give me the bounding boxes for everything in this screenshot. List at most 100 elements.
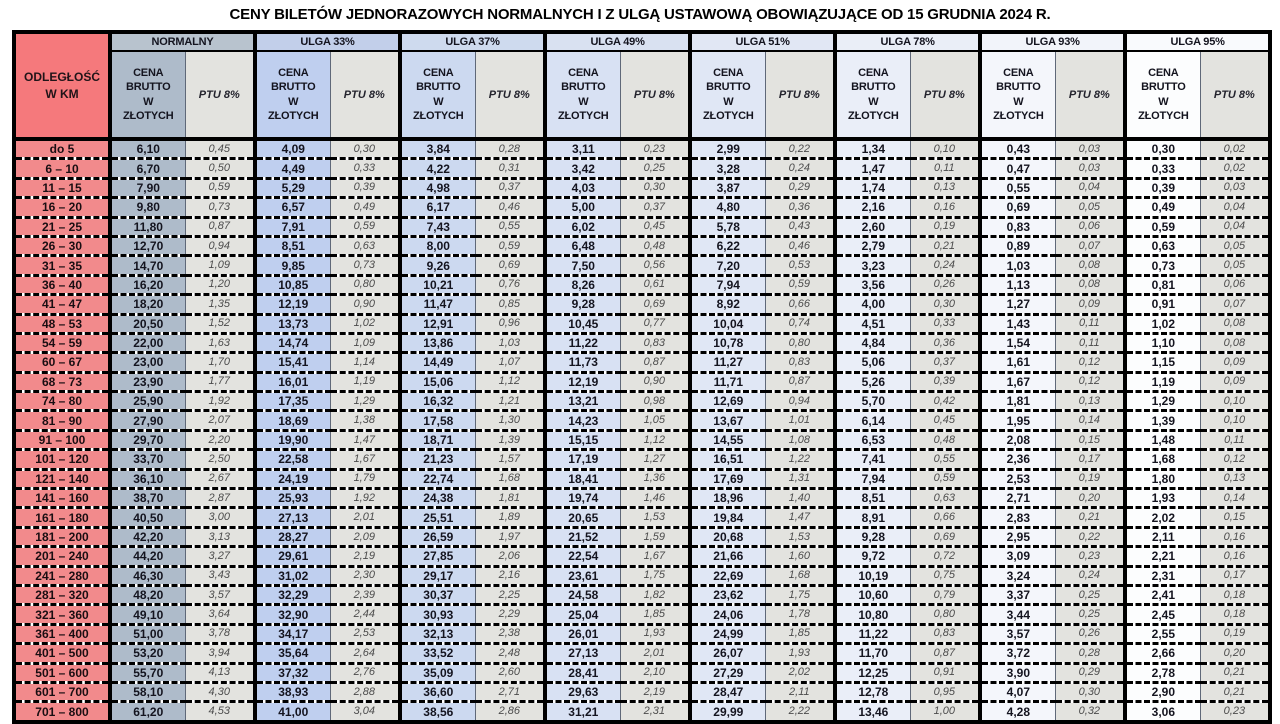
ptu-cell: 2,02 xyxy=(764,661,836,683)
ptu-cell: 1,46 xyxy=(619,487,691,508)
table-row: 60 – 67 23,00 1,70 15,41 1,14 14,49 1,07 11,73 0… xyxy=(14,351,1271,373)
ptu-cell: 2,39 xyxy=(329,583,401,605)
price-cell: 2,79 xyxy=(833,234,911,256)
table-row: 31 – 35 14,70 1,09 9,85 0,73 9,26 0,69 7,50 0,56… xyxy=(14,254,1271,276)
price-cell: 13,67 xyxy=(688,409,766,431)
price-cell: 3,44 xyxy=(978,603,1056,625)
ptu-cell: 0,50 xyxy=(184,157,256,179)
price-cell: 26,59 xyxy=(398,525,476,547)
ptu-cell: 1,79 xyxy=(329,467,401,489)
price-cell: 7,50 xyxy=(543,254,621,276)
price-cell: 4,09 xyxy=(253,139,331,159)
price-cell: 53,20 xyxy=(108,642,185,664)
ticket-price-table: ODLEGŁOŚĆ W KM NORMALNY ULGA 33% ULGA 37% UL… xyxy=(12,30,1273,724)
price-cell: 5,06 xyxy=(833,351,911,373)
ptu-cell: 0,18 xyxy=(1199,603,1271,625)
price-cell: 0,30 xyxy=(1123,139,1201,159)
price-cell: 55,70 xyxy=(108,661,185,683)
price-cell: 8,51 xyxy=(253,234,331,256)
table-row: 601 – 700 58,10 4,30 38,93 2,88 36,60 2,71 29,6… xyxy=(14,680,1271,702)
price-cell: 1,03 xyxy=(978,254,1056,276)
price-cell: 17,19 xyxy=(543,448,621,470)
price-cell: 10,19 xyxy=(833,564,911,586)
ptu-cell: 0,66 xyxy=(764,293,836,315)
ptu-cell: 0,10 xyxy=(1199,390,1271,411)
price-cell: 35,64 xyxy=(253,642,331,664)
ptu-cell: 1,08 xyxy=(764,428,836,450)
ptu-cell: 0,21 xyxy=(1199,661,1271,683)
ptu-cell: 2,86 xyxy=(474,700,546,722)
table-row: 181 – 200 42,20 3,13 28,27 2,09 26,59 1,97 21,5… xyxy=(14,525,1271,547)
ptu-cell: 0,83 xyxy=(764,351,836,373)
price-cell: 4,49 xyxy=(253,157,331,179)
price-cell: 12,70 xyxy=(108,234,185,256)
ptu-cell: 0,46 xyxy=(764,234,836,256)
price-cell: 18,69 xyxy=(253,409,331,431)
distance-cell: 21 – 25 xyxy=(14,215,110,237)
ptu-cell: 0,87 xyxy=(764,370,836,392)
price-cell: 7,43 xyxy=(398,215,476,237)
price-cell: 11,80 xyxy=(108,215,185,237)
ptu-cell: 0,25 xyxy=(619,157,691,179)
price-cell: 28,41 xyxy=(543,661,621,683)
ptu-cell: 3,04 xyxy=(329,700,401,722)
price-cell: 32,29 xyxy=(253,583,331,605)
price-cell: 36,10 xyxy=(108,467,185,489)
price-cell: 3,09 xyxy=(978,545,1056,567)
ptu-cell: 1,12 xyxy=(619,428,691,450)
table-row: 68 – 73 23,90 1,77 16,01 1,19 15,06 1,12 12,19 0… xyxy=(14,370,1271,392)
ptu-cell: 2,67 xyxy=(184,467,256,489)
ptu-cell: 1,35 xyxy=(184,293,256,315)
table-row: 281 – 320 48,20 3,57 32,29 2,39 30,37 2,25 24,5… xyxy=(14,583,1271,605)
price-cell: 17,35 xyxy=(253,390,331,411)
price-cell: 31,21 xyxy=(543,700,621,722)
group-header-ulga-49: ULGA 49% xyxy=(543,32,691,52)
distance-cell: 91 – 100 xyxy=(14,428,110,450)
ptu-cell: 0,29 xyxy=(764,176,836,198)
distance-cell: 281 – 320 xyxy=(14,583,110,605)
ptu-cell: 0,17 xyxy=(1054,448,1126,470)
price-cell: 4,03 xyxy=(543,176,621,198)
ptu-cell: 1,92 xyxy=(184,390,256,411)
price-cell: 61,20 xyxy=(108,700,185,722)
ptu-cell: 0,37 xyxy=(909,351,981,373)
price-cell: 3,23 xyxy=(833,254,911,276)
price-cell: 0,55 xyxy=(978,176,1056,198)
price-cell: 38,56 xyxy=(398,700,476,722)
distance-cell: 321 – 360 xyxy=(14,603,110,625)
price-cell: 49,10 xyxy=(108,603,185,625)
price-cell: 25,93 xyxy=(253,487,331,508)
price-cell: 2,55 xyxy=(1123,622,1201,644)
price-cell: 17,69 xyxy=(688,467,766,489)
price-cell: 1,47 xyxy=(833,157,911,179)
ptu-cell: 0,05 xyxy=(1054,196,1126,218)
price-cell: 16,51 xyxy=(688,448,766,470)
price-cell: 0,89 xyxy=(978,234,1056,256)
price-subheader: CENA BRUTTO W ZŁOTYCH xyxy=(978,51,1056,141)
price-cell: 36,60 xyxy=(398,680,476,702)
table-row: 141 – 160 38,70 2,87 25,93 1,92 24,38 1,81 19,7… xyxy=(14,487,1271,508)
price-cell: 11,47 xyxy=(398,293,476,315)
price-cell: 1,67 xyxy=(978,370,1056,392)
price-cell: 13,86 xyxy=(398,331,476,353)
price-cell: 0,33 xyxy=(1123,157,1201,179)
ptu-cell: 0,08 xyxy=(1199,331,1271,353)
price-cell: 2,21 xyxy=(1123,545,1201,567)
price-cell: 24,58 xyxy=(543,583,621,605)
ptu-cell: 0,06 xyxy=(1054,215,1126,237)
price-cell: 1,80 xyxy=(1123,467,1201,489)
group-header-ulga-33: ULGA 33% xyxy=(253,32,401,52)
ptu-cell: 2,11 xyxy=(764,680,836,702)
price-cell: 13,21 xyxy=(543,390,621,411)
ptu-cell: 0,25 xyxy=(1054,583,1126,605)
ptu-cell: 0,42 xyxy=(909,390,981,411)
distance-cell: 6 – 10 xyxy=(14,157,110,179)
ptu-cell: 0,10 xyxy=(1199,409,1271,431)
price-cell: 1,95 xyxy=(978,409,1056,431)
price-cell: 37,32 xyxy=(253,661,331,683)
ptu-cell: 0,87 xyxy=(909,642,981,664)
ptu-cell: 2,29 xyxy=(474,603,546,625)
price-cell: 22,69 xyxy=(688,564,766,586)
price-cell: 3,72 xyxy=(978,642,1056,664)
ptu-subheader: PTU 8% xyxy=(1199,51,1271,141)
